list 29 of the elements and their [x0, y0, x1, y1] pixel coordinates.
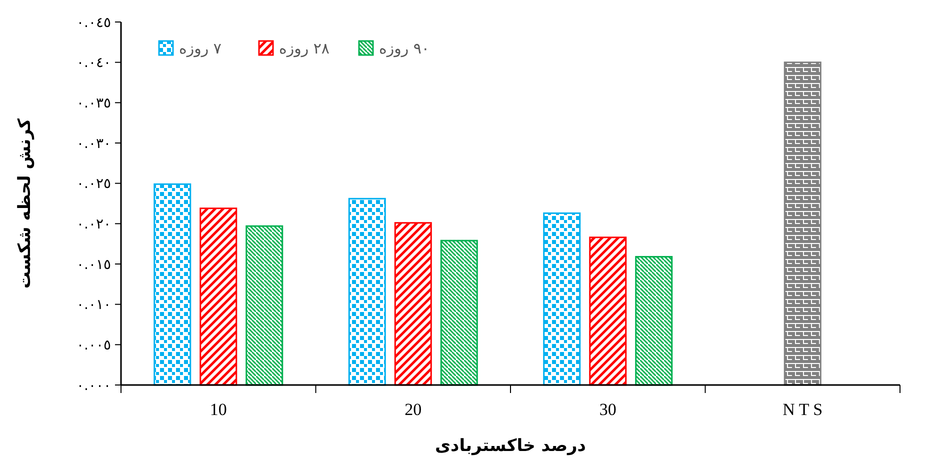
- bar: [635, 256, 673, 386]
- y-tick-label: ٠.٠٢٠: [76, 216, 111, 233]
- x-tick-label: 30: [599, 400, 616, 419]
- y-tick-label: ٠.٠٢٥: [76, 176, 111, 192]
- bar: [394, 222, 432, 386]
- y-tick-label: ٠.٠٤٠: [76, 55, 111, 72]
- bar: [246, 225, 284, 386]
- y-tick-label: ٠.٠٣٥: [76, 96, 111, 112]
- x-tick-label: 10: [210, 400, 227, 419]
- y-tick-label: ٠.٠١٠: [76, 297, 111, 314]
- y-axis-title: کرنش لحظه شکست: [15, 118, 35, 289]
- legend-label: ٩٠ روزه: [379, 39, 430, 58]
- bar: [784, 62, 822, 386]
- bar: [589, 236, 627, 386]
- y-tick-label: ٠.٠٣٠: [76, 136, 111, 152]
- y-tick-label: ٠.٠١٥: [76, 256, 111, 273]
- y-tick-label: ٠.٠٠٥: [76, 338, 111, 354]
- bar: [154, 183, 192, 386]
- legend-label: ٧ روزه: [179, 39, 222, 58]
- x-axis-title: درصد خاکستربادی: [434, 436, 586, 456]
- bar: [543, 212, 581, 386]
- y-tick-label: ٠.٠٤٥: [76, 14, 111, 31]
- x-tick-label: N T S: [782, 400, 823, 419]
- y-tick-label: ٠.٠٠٠: [76, 378, 111, 394]
- x-tick-label: 20: [404, 400, 422, 419]
- legend-label: ٢٨ روزه: [279, 39, 330, 58]
- bar: [348, 198, 386, 386]
- bar: [200, 208, 238, 386]
- bar: [440, 240, 478, 386]
